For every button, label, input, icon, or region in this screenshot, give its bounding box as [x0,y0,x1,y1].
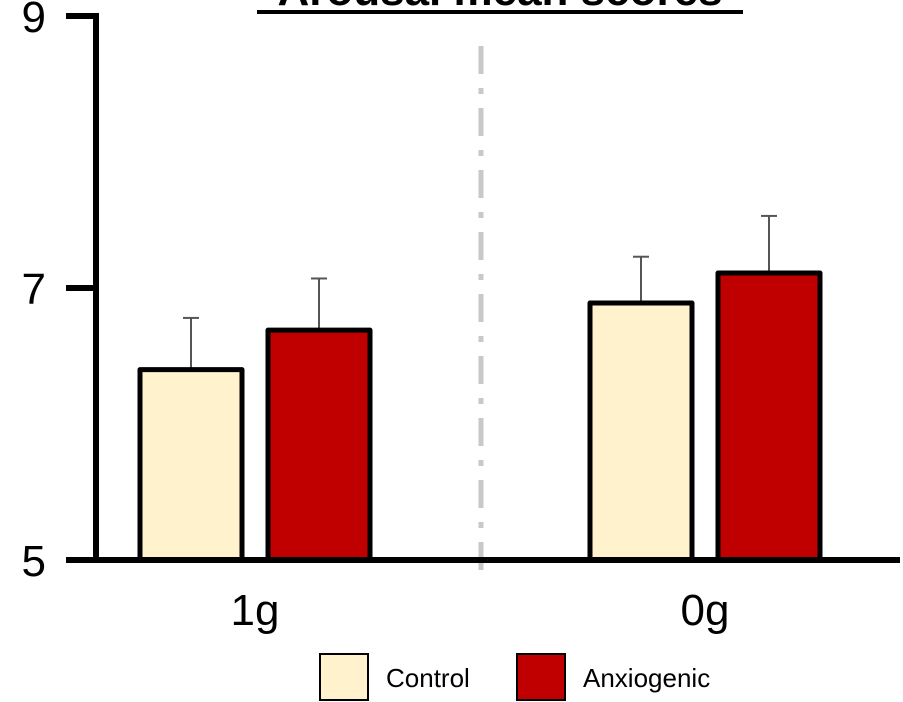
bars-layer [137,214,823,563]
legend-swatch-control [319,653,369,701]
bar-anxiogenic-1g [265,327,373,563]
legend-swatch-anxiogenic [516,653,566,701]
legend: Control Anxiogenic [319,653,710,701]
bar-control-1g [137,367,245,563]
y-tick-label-5: 5 [22,537,46,586]
bar-anxiogenic-0g [715,270,823,563]
legend-label-control: Control [386,663,470,693]
x-tick-label-1g: 1g [231,586,280,635]
axes-layer: 1g 0g 5 7 9 [22,0,900,635]
x-tick-label-0g: 0g [681,586,730,635]
y-tick-label-7: 7 [22,265,46,314]
legend-label-anxiogenic: Anxiogenic [583,663,710,693]
y-tick-label-9: 9 [22,0,46,42]
bar-control-0g [587,300,695,563]
